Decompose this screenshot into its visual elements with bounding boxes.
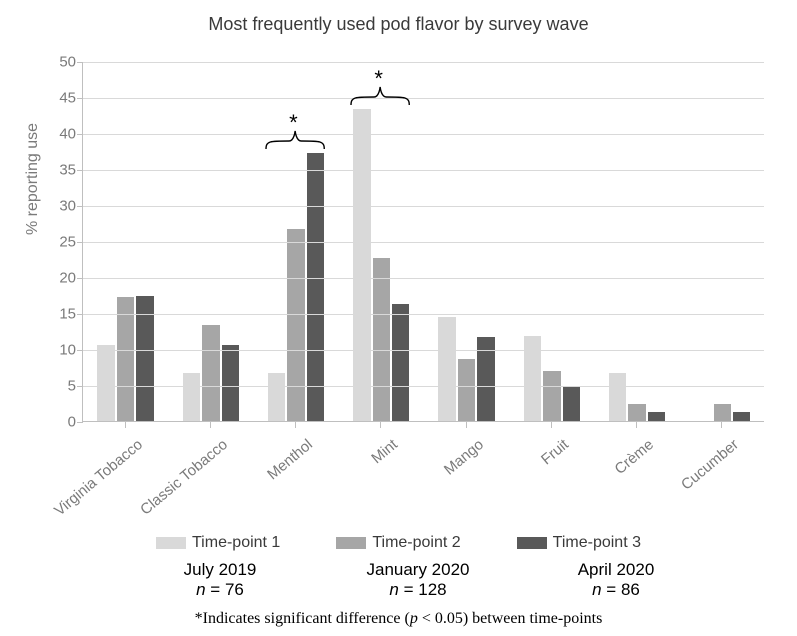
gridline [83,278,764,279]
x-tick-mark [721,422,722,428]
bar [563,387,580,421]
bar [648,412,665,421]
legend-item: Time-point 3 [517,534,641,552]
chart-container: Most frequently used pod flavor by surve… [0,0,797,636]
legend-sub-line1: April 2020 [526,560,706,580]
x-tick-mark [125,422,126,428]
legend-sub-line2: n = 86 [526,580,706,600]
bar [438,317,455,421]
chart-title: Most frequently used pod flavor by surve… [0,14,797,35]
gridline [83,98,764,99]
significance-asterisk: * [374,66,383,92]
gridline [83,386,764,387]
footnote-p: p [410,610,418,627]
bar [543,371,560,421]
legend-swatch [517,537,547,549]
y-tick-label: 5 [36,378,76,395]
legend-sub-line1: July 2019 [130,560,310,580]
legend-sublabel: July 2019n = 76 [130,560,310,600]
y-tick-mark [77,278,83,279]
footnote-prefix: *Indicates significant difference ( [195,610,410,627]
bar [524,336,541,421]
gridline [83,314,764,315]
y-tick-mark [77,62,83,63]
bar [392,304,409,421]
legend-item: Time-point 2 [336,534,460,552]
gridline [83,206,764,207]
bar [97,345,114,421]
y-tick-mark [77,242,83,243]
legend-label: Time-point 3 [553,534,641,551]
footnote-rest: < 0.05) between time-points [418,610,603,627]
x-tick-mark [466,422,467,428]
x-tick-mark [636,422,637,428]
legend-label: Time-point 2 [372,534,460,551]
legend-label: Time-point 1 [192,534,280,551]
bar [202,325,219,421]
bar [353,109,370,421]
y-tick-mark [77,170,83,171]
legend: Time-point 1 Time-point 2 Time-point 3 [0,534,797,552]
gridline [83,350,764,351]
y-tick-label: 30 [36,198,76,215]
y-tick-label: 10 [36,342,76,359]
bar [117,297,134,421]
y-tick-mark [77,206,83,207]
gridline [83,62,764,63]
bar [609,373,626,421]
bar [628,404,645,421]
y-tick-label: 25 [36,234,76,251]
bar [222,345,239,421]
x-tick-mark [380,422,381,428]
y-tick-mark [77,98,83,99]
x-tick-mark [210,422,211,428]
legend-swatch [156,537,186,549]
y-tick-mark [77,422,83,423]
legend-sub-line1: January 2020 [328,560,508,580]
y-tick-label: 50 [36,54,76,71]
plot-area [82,62,764,422]
y-tick-label: 20 [36,270,76,287]
y-tick-mark [77,134,83,135]
y-tick-mark [77,350,83,351]
legend-sub-line2: n = 76 [130,580,310,600]
legend-swatch [336,537,366,549]
gridline [83,170,764,171]
bar [307,153,324,421]
y-tick-label: 35 [36,162,76,179]
y-tick-mark [77,386,83,387]
bar [733,412,750,421]
gridline [83,242,764,243]
x-tick-mark [295,422,296,428]
bar [287,229,304,421]
legend-sub-line2: n = 128 [328,580,508,600]
y-tick-mark [77,314,83,315]
footnote: *Indicates significant difference (p < 0… [0,610,797,628]
y-tick-label: 15 [36,306,76,323]
bar [458,359,475,421]
x-tick-mark [551,422,552,428]
bar [268,373,285,421]
significance-asterisk: * [289,110,298,136]
bar [373,258,390,421]
bar [714,404,731,421]
bar [183,373,200,421]
y-tick-label: 40 [36,126,76,143]
gridline [83,134,764,135]
y-tick-label: 45 [36,90,76,107]
legend-item: Time-point 1 [156,534,280,552]
legend-sublabel: April 2020n = 86 [526,560,706,600]
legend-sublabel: January 2020n = 128 [328,560,508,600]
y-tick-label: 0 [36,414,76,431]
